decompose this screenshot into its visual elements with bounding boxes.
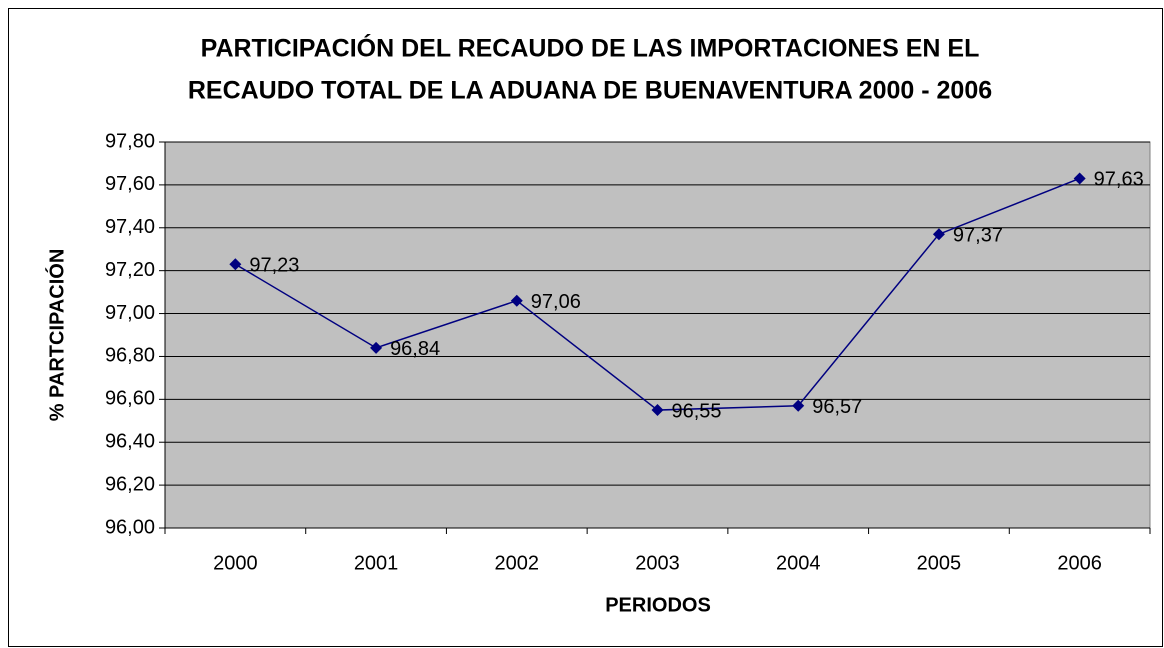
data-label: 97,63	[1094, 169, 1144, 191]
chart-title: RECAUDO TOTAL DE LA ADUANA DE BUENAVENTU…	[188, 77, 992, 105]
y-tick-label: 96,60	[105, 388, 155, 410]
data-label: 97,23	[249, 255, 299, 277]
y-tick-label: 97,80	[105, 130, 155, 152]
data-marker	[932, 228, 945, 241]
x-tick-label: 2001	[354, 552, 399, 574]
data-label: 96,84	[390, 338, 440, 360]
y-tick-label: 96,00	[105, 516, 155, 538]
plot-area	[164, 141, 1151, 529]
y-tick-label: 96,80	[105, 345, 155, 367]
data-marker	[510, 294, 523, 307]
data-label: 96,55	[672, 400, 722, 422]
y-tick-label: 97,00	[105, 302, 155, 324]
data-label: 97,06	[531, 291, 581, 313]
y-axis-title: % PARTCIPACIÓN	[44, 249, 68, 422]
y-tick-label: 97,20	[105, 259, 155, 281]
x-tick-label: 2003	[635, 552, 680, 574]
chart-title: PARTICIPACIÓN DEL RECAUDO DE LAS IMPORTA…	[201, 33, 980, 63]
y-tick-label: 96,20	[105, 473, 155, 495]
y-tick-label: 96,40	[105, 431, 155, 453]
data-label: 96,57	[812, 396, 862, 418]
x-tick-label: 2005	[917, 552, 962, 574]
data-marker	[229, 258, 242, 271]
data-label: 97,37	[953, 224, 1003, 246]
y-tick-label: 97,40	[105, 216, 155, 238]
x-tick-label: 2000	[213, 552, 258, 574]
x-tick-label: 2004	[776, 552, 821, 574]
data-marker	[651, 404, 664, 417]
x-tick-label: 2002	[495, 552, 540, 574]
x-axis-title: PERIODOS	[605, 594, 711, 616]
y-tick-label: 97,60	[105, 173, 155, 195]
data-marker	[1073, 172, 1086, 185]
x-tick-label: 2006	[1057, 552, 1102, 574]
data-marker	[370, 341, 383, 354]
data-marker	[792, 399, 805, 412]
